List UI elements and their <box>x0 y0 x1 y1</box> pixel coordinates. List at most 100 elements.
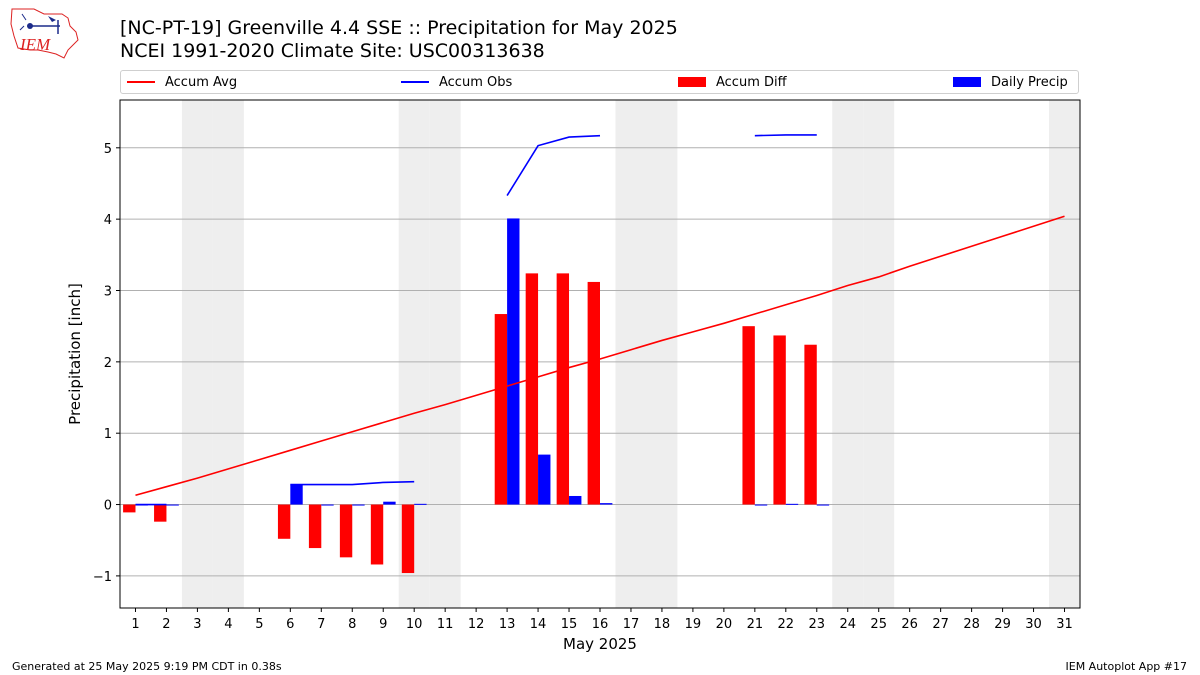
x-tick-label: 21 <box>747 617 764 632</box>
accum-diff-bar <box>339 504 353 558</box>
daily-precip-bar <box>538 454 551 505</box>
x-tick-label: 8 <box>348 617 356 632</box>
x-tick-label: 24 <box>839 617 856 632</box>
accum-diff-bar <box>742 326 755 505</box>
legend-item-daily-precip: Daily Precip <box>953 71 1068 93</box>
daily-precip-bar <box>785 503 799 505</box>
generated-timestamp: Generated at 25 May 2025 9:19 PM CDT in … <box>12 660 282 673</box>
chart-subtitle: NCEI 1991-2020 Climate Site: USC00313638 <box>120 40 545 62</box>
accum-obs-line <box>754 134 817 137</box>
accum-diff-bar <box>587 281 600 505</box>
x-tick-label: 31 <box>1056 617 1073 632</box>
x-tick-label: 4 <box>224 617 232 632</box>
x-tick-label: 6 <box>286 617 294 632</box>
legend-swatch-accum-obs <box>401 81 429 83</box>
accum-diff-bar <box>401 504 415 574</box>
x-tick-label: 23 <box>809 617 826 632</box>
x-tick-label: 16 <box>592 617 609 632</box>
x-axis-label: May 2025 <box>563 635 637 653</box>
daily-precip-bar <box>414 503 427 505</box>
x-tick-label: 30 <box>1025 617 1042 632</box>
daily-precip-bar <box>290 484 303 505</box>
x-tick-label: 14 <box>530 617 547 632</box>
y-tick-label: 2 <box>104 356 112 371</box>
x-tick-label: 25 <box>870 617 887 632</box>
weekend-shade <box>646 100 678 608</box>
daily-precip-bar <box>507 218 520 505</box>
daily-precip-bar <box>352 504 365 506</box>
daily-precip-bar <box>166 504 179 506</box>
legend-item-accum-avg: Accum Avg <box>127 71 237 93</box>
daily-precip-bar <box>321 504 334 506</box>
x-tick-label: 15 <box>561 617 578 632</box>
accum-diff-bar <box>154 504 167 522</box>
daily-precip-bar <box>816 504 830 506</box>
daily-precip-bar <box>754 504 768 506</box>
x-tick-label: 19 <box>685 617 702 632</box>
iem-logo: IEM <box>10 8 79 59</box>
accum-obs-line <box>506 134 601 197</box>
weekend-shade <box>832 100 864 608</box>
legend-label-accum-obs: Accum Obs <box>439 74 513 90</box>
accum-diff-bar <box>773 335 786 505</box>
app-label: IEM Autoplot App #17 <box>1065 660 1188 673</box>
y-tick-label: 0 <box>104 499 112 514</box>
y-tick-label: 3 <box>104 285 112 300</box>
x-tick-label: 28 <box>963 617 980 632</box>
logo-text: IEM <box>19 35 51 54</box>
y-tick-label: 1 <box>104 427 112 442</box>
weekend-shade <box>181 100 213 608</box>
chart-legend: Accum Avg Accum Obs Accum Diff Daily Pre… <box>120 70 1079 94</box>
y-tick-label: 4 <box>104 213 112 228</box>
x-tick-label: 27 <box>932 617 949 632</box>
weekend-shade <box>429 100 461 608</box>
x-tick-label: 20 <box>716 617 733 632</box>
legend-label-accum-diff: Accum Diff <box>716 74 787 90</box>
accum-diff-bar <box>494 314 508 505</box>
accum-obs-line <box>290 480 415 486</box>
daily-precip-bar <box>569 495 582 505</box>
legend-item-accum-diff: Accum Diff <box>678 71 787 93</box>
accum-diff-bar <box>556 273 570 505</box>
accum-diff-bar <box>370 504 384 565</box>
legend-label-accum-avg: Accum Avg <box>165 74 238 90</box>
accum-diff-bar <box>525 273 539 505</box>
x-tick-label: 18 <box>654 617 671 632</box>
y-tick-label: −1 <box>93 570 112 585</box>
weekend-shade <box>1049 100 1080 608</box>
x-tick-label: 1 <box>131 617 139 632</box>
x-tick-label: 5 <box>255 617 263 632</box>
accum-diff-bar <box>123 504 136 513</box>
x-tick-label: 3 <box>193 617 201 632</box>
x-tick-label: 22 <box>778 617 795 632</box>
accum-diff-bar <box>804 344 817 505</box>
weekend-shade <box>863 100 895 608</box>
legend-swatch-accum-avg <box>127 81 155 83</box>
x-tick-label: 12 <box>468 617 485 632</box>
accum-diff-bar <box>277 504 291 539</box>
weekend-shade <box>212 100 244 608</box>
daily-precip-bar <box>600 503 613 505</box>
x-tick-label: 29 <box>994 617 1011 632</box>
y-tick-label: 5 <box>104 142 112 157</box>
x-tick-label: 2 <box>162 617 170 632</box>
x-tick-label: 13 <box>499 617 516 632</box>
accum-avg-line <box>135 215 1065 497</box>
x-tick-label: 10 <box>406 617 423 632</box>
chart-title: [NC-PT-19] Greenville 4.4 SSE :: Precipi… <box>120 17 678 39</box>
legend-swatch-daily-precip <box>953 77 981 87</box>
legend-swatch-accum-diff <box>678 77 706 87</box>
legend-item-accum-obs: Accum Obs <box>401 71 512 93</box>
plot-area <box>123 134 1065 574</box>
legend-label-daily-precip: Daily Precip <box>991 74 1068 90</box>
daily-precip-bar <box>383 501 396 505</box>
x-tick-label: 17 <box>623 617 640 632</box>
x-tick-label: 7 <box>317 617 325 632</box>
weekend-shade <box>615 100 647 608</box>
x-tick-label: 26 <box>901 617 918 632</box>
y-axis-label: Precipitation [inch] <box>66 283 84 425</box>
x-tick-label: 11 <box>437 617 454 632</box>
accum-diff-bar <box>308 504 322 549</box>
x-tick-label: 9 <box>379 617 387 632</box>
